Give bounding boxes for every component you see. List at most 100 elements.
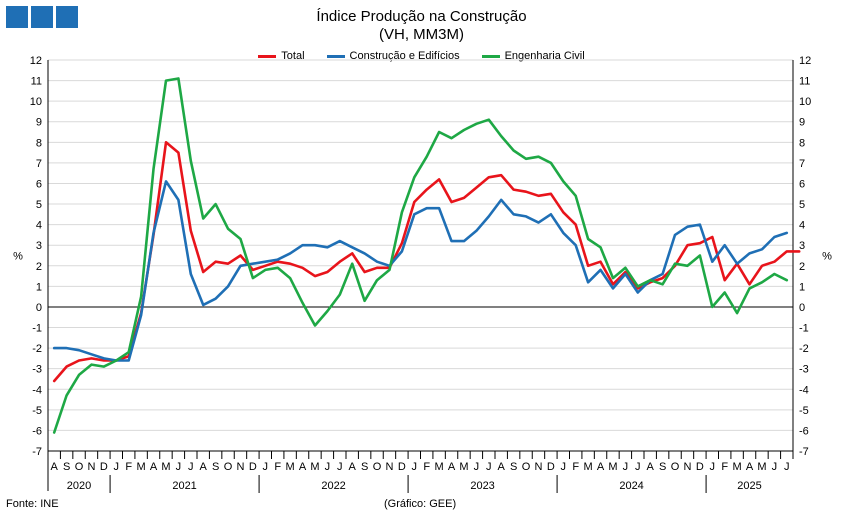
x-tick-label-year: 2024 [619,480,643,492]
x-tick-label-month: M [435,461,444,473]
y-tick-label-right: -4 [799,384,809,396]
legend-item-total: Total [258,50,305,62]
x-tick-label-month: J [188,461,194,473]
y-tick-label-right: 7 [799,158,805,170]
x-tick-label-month: O [522,461,531,473]
y-tick-label-left: 9 [36,117,42,129]
y-tick-label-right: 5 [799,199,805,211]
x-tick-label-month: J [772,461,778,473]
y-tick-label-right: -5 [799,405,809,417]
x-tick-label-month: J [561,461,567,473]
x-tick-label-month: A [448,461,456,473]
y-tick-label-left: -6 [32,425,42,437]
y-tick-label-left: -4 [32,384,42,396]
y-tick-label-left: 2 [36,261,42,273]
y-axis-label-left: % [13,251,23,263]
x-tick-label-month: M [608,461,617,473]
series-line-0 [52,141,801,383]
legend-swatch-construcao [326,54,345,58]
legend-item-construcao: Construção e Edifícios [326,50,460,62]
x-tick-label-month: A [498,461,506,473]
logo-square-3 [56,6,78,28]
y-tick-label-left: -1 [32,323,42,335]
chart-title-block: Índice Produção na Construção (VH, MM3M) [0,8,843,44]
y-tick-label-left: 0 [36,302,42,314]
y-tick-label-left: -7 [32,446,42,458]
x-tick-label-month: J [325,461,331,473]
x-tick-label-month: J [784,461,790,473]
y-tick-label-left: 11 [31,76,42,88]
x-tick-label-month: O [373,461,382,473]
y-tick-label-left: 10 [30,96,42,108]
y-tick-label-right: 3 [799,240,805,252]
logo-square-1 [6,6,28,28]
legend-item-engenharia: Engenharia Civil [481,50,585,62]
y-tick-label-right: -2 [799,343,809,355]
y-tick-label-left: -2 [32,343,42,355]
y-tick-label-right: 1 [799,281,805,293]
x-tick-label-month: D [398,461,406,473]
x-tick-label-month: O [75,461,84,473]
x-tick-label-month: N [236,461,244,473]
y-tick-label-right: 10 [799,96,811,108]
x-tick-label-month: M [161,461,170,473]
logo [6,6,78,28]
x-tick-label-month: A [200,461,208,473]
source-note: Fonte: INE [6,498,59,510]
y-tick-label-left: 1 [36,281,42,293]
x-tick-label-month: F [423,461,430,473]
x-tick-label-month: S [659,461,666,473]
y-tick-label-right: -6 [799,425,809,437]
y-tick-label-right: 9 [799,117,805,129]
y-tick-label-left: 6 [36,178,42,190]
x-tick-label-month: M [137,461,146,473]
y-tick-label-right: 2 [799,261,805,273]
x-tick-label-month: J [623,461,629,473]
logo-square-2 [31,6,53,28]
x-tick-label-month: S [510,461,517,473]
y-tick-label-left: -5 [32,405,42,417]
x-tick-label-year: 2023 [470,480,494,492]
y-tick-label-right: -3 [799,364,809,376]
y-tick-label-right: 12 [799,55,811,67]
x-tick-label-month: J [710,461,716,473]
x-tick-label-month: M [733,461,742,473]
x-tick-label-year: 2020 [67,480,91,492]
y-axis-label-right: % [822,251,832,263]
x-tick-label-month: A [349,461,357,473]
y-tick-label-left: 3 [36,240,42,252]
x-tick-label-month: S [212,461,219,473]
credit-note: (Gráfico: GEE) [384,498,457,510]
x-tick-label-month: D [547,461,555,473]
legend-label-total: Total [281,50,305,62]
legend-swatch-total [258,54,277,58]
x-tick-label-month: J [263,461,269,473]
y-tick-label-right: 6 [799,178,805,190]
legend-label-construcao: Construção e Edifícios [349,50,460,62]
x-tick-label-month: A [51,461,59,473]
x-tick-label-month: M [286,461,295,473]
x-tick-label-year: 2022 [321,480,345,492]
x-tick-label-month: J [486,461,492,473]
x-tick-label-month: S [63,461,70,473]
y-tick-label-left: 5 [36,199,42,211]
x-tick-label-month: M [310,461,319,473]
y-tick-label-right: -1 [799,323,809,335]
x-tick-label-month: N [534,461,542,473]
x-tick-label-month: D [696,461,704,473]
x-tick-label-month: M [757,461,766,473]
x-tick-label-month: A [299,461,307,473]
x-tick-label-month: S [361,461,368,473]
x-tick-label-month: N [683,461,691,473]
x-tick-label-month: F [721,461,728,473]
chart-subtitle: (VH, MM3M) [379,26,464,43]
y-tick-label-left: -3 [32,364,42,376]
x-tick-label-month: J [412,461,418,473]
y-tick-label-left: 4 [36,220,42,232]
x-tick-label-month: D [100,461,108,473]
x-tick-label-month: F [572,461,579,473]
x-tick-label-month: F [125,461,132,473]
x-tick-label-month: O [671,461,680,473]
x-tick-label-month: J [337,461,343,473]
